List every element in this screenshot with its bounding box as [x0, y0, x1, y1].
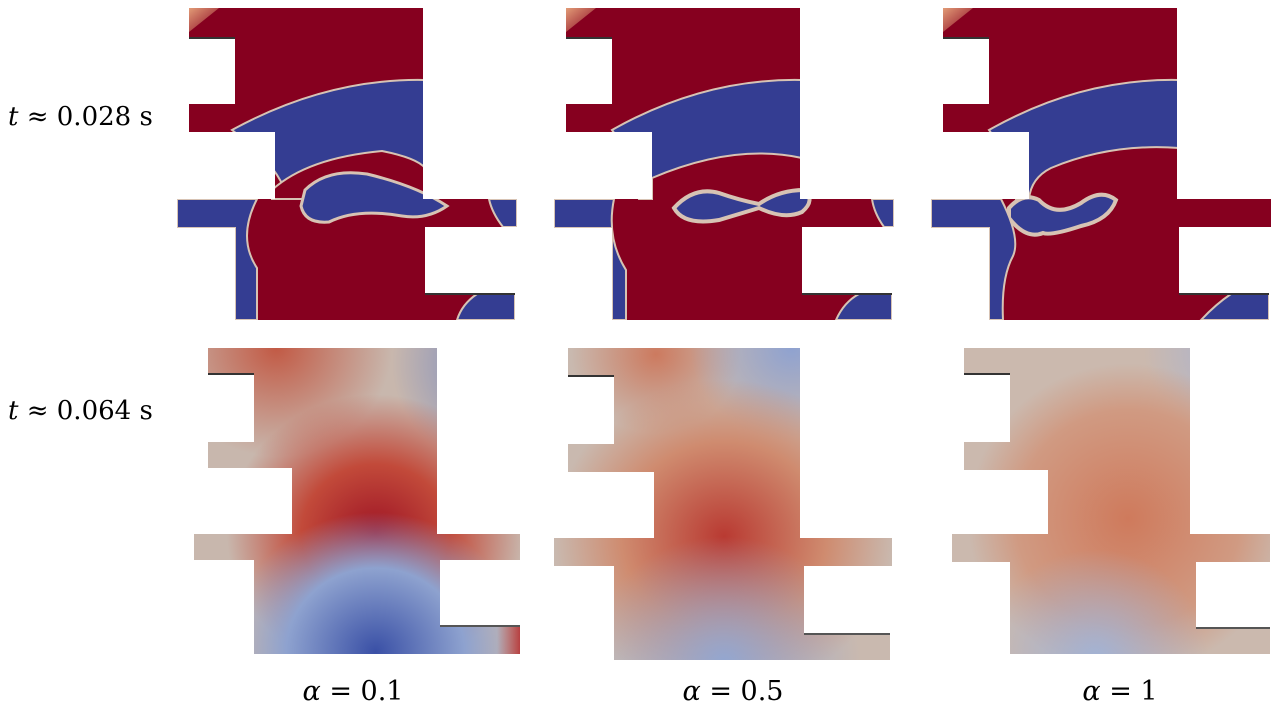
row-label-bottom-value: ≈ 0.064 s [18, 396, 153, 426]
row-label-top: t ≈ 0.028 s [8, 102, 153, 132]
row-label-bottom: t ≈ 0.064 s [8, 396, 153, 426]
column-label-alpha-0-1-value: = 0.1 [320, 676, 404, 707]
column-label-alpha-1: α = 1 [1020, 676, 1220, 707]
phase-field-panel-top-alpha-0-5 [554, 8, 894, 322]
column-label-alpha-1-symbol: α [1082, 676, 1101, 707]
column-label-alpha-0-5-symbol: α [682, 676, 701, 707]
smooth-field-panel-bottom-alpha-0-5 [554, 348, 894, 662]
phase-field-panel-top-alpha-1 [931, 8, 1271, 322]
phase-field-panel-top-alpha-0-1 [177, 8, 517, 322]
column-label-alpha-1-value: = 1 [1100, 676, 1158, 707]
column-label-alpha-0-5-value: = 0.5 [700, 676, 784, 707]
smooth-field-panel-bottom-alpha-1 [952, 348, 1272, 658]
row-label-bottom-symbol: t [8, 396, 19, 426]
column-label-alpha-0-1: α = 0.1 [253, 676, 453, 707]
smooth-field-panel-bottom-alpha-0-1 [194, 348, 524, 658]
row-label-top-symbol: t [8, 102, 19, 132]
column-label-alpha-0-5: α = 0.5 [633, 676, 833, 707]
row-label-top-value: ≈ 0.028 s [18, 102, 153, 132]
column-label-alpha-0-1-symbol: α [302, 676, 321, 707]
